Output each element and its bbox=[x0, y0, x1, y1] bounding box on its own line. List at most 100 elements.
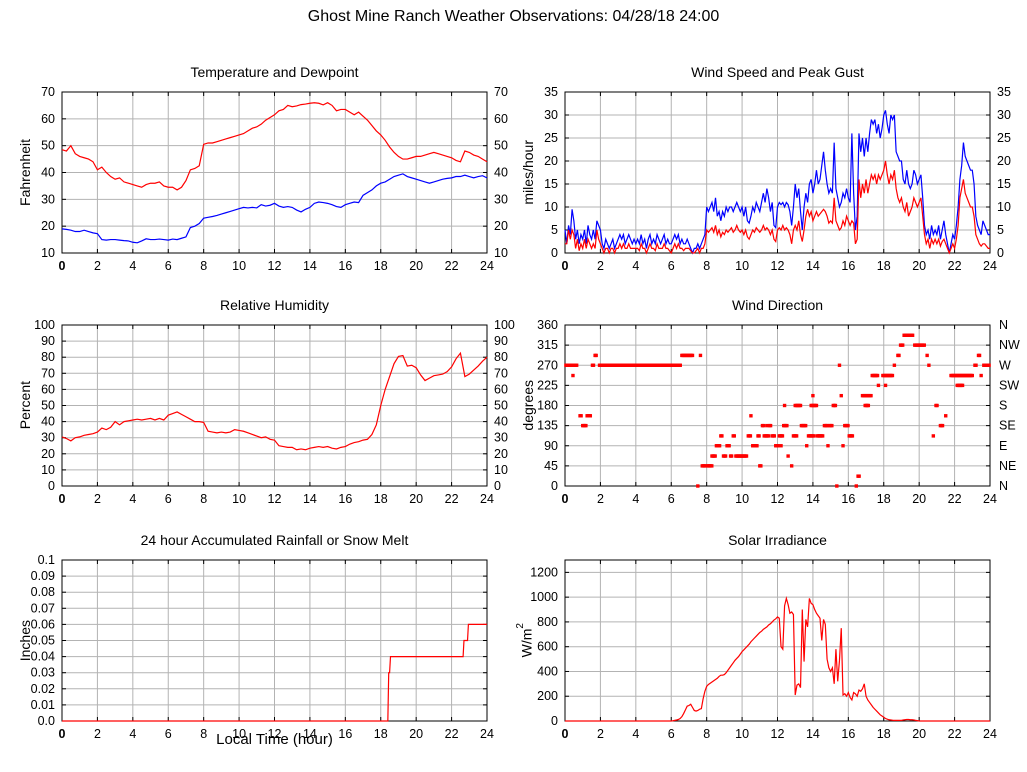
svg-text:5: 5 bbox=[997, 223, 1004, 237]
svg-text:0: 0 bbox=[59, 492, 66, 506]
svg-text:30: 30 bbox=[41, 431, 55, 445]
svg-text:18: 18 bbox=[374, 727, 388, 741]
svg-text:10: 10 bbox=[494, 246, 508, 260]
wind-series-peak-gust bbox=[564, 110, 990, 255]
svg-text:SW: SW bbox=[999, 378, 1019, 392]
svg-text:0.08: 0.08 bbox=[31, 585, 55, 599]
svg-text:2: 2 bbox=[597, 259, 604, 273]
svg-text:6: 6 bbox=[668, 492, 675, 506]
svg-text:50: 50 bbox=[494, 399, 508, 413]
svg-text:16: 16 bbox=[841, 727, 855, 741]
svg-text:180: 180 bbox=[537, 399, 558, 413]
wind-ticks bbox=[564, 91, 991, 254]
svg-text:24: 24 bbox=[983, 727, 997, 741]
svg-text:10: 10 bbox=[735, 259, 749, 273]
solar-series-solar-irradiance bbox=[565, 596, 990, 722]
solar-grid bbox=[565, 560, 990, 721]
svg-text:90: 90 bbox=[41, 334, 55, 348]
svg-text:22: 22 bbox=[948, 492, 962, 506]
svg-text:14: 14 bbox=[303, 259, 317, 273]
svg-text:0: 0 bbox=[551, 714, 558, 728]
svg-text:18: 18 bbox=[374, 492, 388, 506]
svg-text:12: 12 bbox=[771, 492, 785, 506]
svg-text:6: 6 bbox=[165, 259, 172, 273]
svg-text:12: 12 bbox=[771, 727, 785, 741]
svg-text:50: 50 bbox=[41, 139, 55, 153]
temp-chart-title: Temperature and Dewpoint bbox=[190, 64, 359, 80]
winddir-chart-title: Wind Direction bbox=[731, 297, 824, 313]
svg-text:22: 22 bbox=[948, 727, 962, 741]
wind-series-wind-speed bbox=[565, 160, 990, 255]
rain-y-axis-label: Inches bbox=[17, 619, 33, 662]
svg-text:8: 8 bbox=[200, 492, 207, 506]
svg-text:4: 4 bbox=[129, 492, 136, 506]
svg-text:S: S bbox=[999, 399, 1007, 413]
svg-text:24: 24 bbox=[983, 492, 997, 506]
svg-text:20: 20 bbox=[409, 259, 423, 273]
svg-text:1200: 1200 bbox=[530, 565, 558, 579]
svg-text:20: 20 bbox=[409, 727, 423, 741]
svg-text:40: 40 bbox=[41, 415, 55, 429]
humidity-ticks bbox=[61, 324, 488, 487]
solar-ticks bbox=[564, 560, 991, 722]
svg-text:18: 18 bbox=[877, 727, 891, 741]
svg-text:270: 270 bbox=[537, 358, 558, 372]
svg-text:16: 16 bbox=[338, 492, 352, 506]
temp-series-dewpoint bbox=[61, 173, 488, 244]
svg-text:135: 135 bbox=[537, 419, 558, 433]
winddir-grid bbox=[565, 325, 990, 486]
rain-tick-labels: 0.0 0.01 0.02 0.03 0.04 0.05 0.06 0.07 0.08 0.09 0… bbox=[31, 553, 494, 741]
svg-text:22: 22 bbox=[948, 259, 962, 273]
humidity-grid bbox=[62, 325, 487, 486]
solar-chart-title: Solar Irradiance bbox=[728, 532, 827, 548]
svg-text:0: 0 bbox=[562, 259, 569, 273]
winddir-ticks bbox=[564, 324, 991, 487]
svg-text:0: 0 bbox=[551, 479, 558, 493]
svg-text:100: 100 bbox=[34, 318, 55, 332]
svg-text:2: 2 bbox=[94, 727, 101, 741]
temp-y-axis-label: Fahrenheit bbox=[17, 139, 33, 206]
svg-text:10: 10 bbox=[735, 727, 749, 741]
svg-text:70: 70 bbox=[494, 85, 508, 99]
svg-text:20: 20 bbox=[912, 727, 926, 741]
svg-text:100: 100 bbox=[494, 318, 515, 332]
svg-text:0.06: 0.06 bbox=[31, 617, 55, 631]
svg-text:NE: NE bbox=[999, 459, 1016, 473]
svg-text:60: 60 bbox=[494, 382, 508, 396]
svg-text:5: 5 bbox=[551, 223, 558, 237]
svg-text:10: 10 bbox=[494, 463, 508, 477]
svg-text:20: 20 bbox=[494, 447, 508, 461]
svg-text:18: 18 bbox=[877, 492, 891, 506]
svg-text:4: 4 bbox=[129, 259, 136, 273]
svg-text:0: 0 bbox=[997, 246, 1004, 260]
svg-text:10: 10 bbox=[735, 492, 749, 506]
temp-series-temperature bbox=[61, 102, 488, 191]
svg-text:2: 2 bbox=[597, 492, 604, 506]
svg-text:10: 10 bbox=[41, 246, 55, 260]
winddir-y-axis-label: degrees bbox=[520, 380, 536, 431]
svg-text:30: 30 bbox=[494, 192, 508, 206]
svg-text:24: 24 bbox=[480, 492, 494, 506]
svg-text:14: 14 bbox=[806, 259, 820, 273]
svg-text:35: 35 bbox=[544, 85, 558, 99]
svg-text:10: 10 bbox=[232, 492, 246, 506]
svg-text:35: 35 bbox=[997, 85, 1011, 99]
page-title: Ghost Mine Ranch Weather Observations: 0… bbox=[307, 8, 720, 25]
svg-text:8: 8 bbox=[703, 492, 710, 506]
svg-text:24: 24 bbox=[480, 727, 494, 741]
svg-text:400: 400 bbox=[537, 664, 558, 678]
svg-text:50: 50 bbox=[494, 139, 508, 153]
svg-text:20: 20 bbox=[494, 219, 508, 233]
svg-text:0: 0 bbox=[59, 259, 66, 273]
svg-text:80: 80 bbox=[41, 350, 55, 364]
svg-text:10: 10 bbox=[544, 200, 558, 214]
svg-text:25: 25 bbox=[997, 131, 1011, 145]
svg-text:315: 315 bbox=[537, 338, 558, 352]
